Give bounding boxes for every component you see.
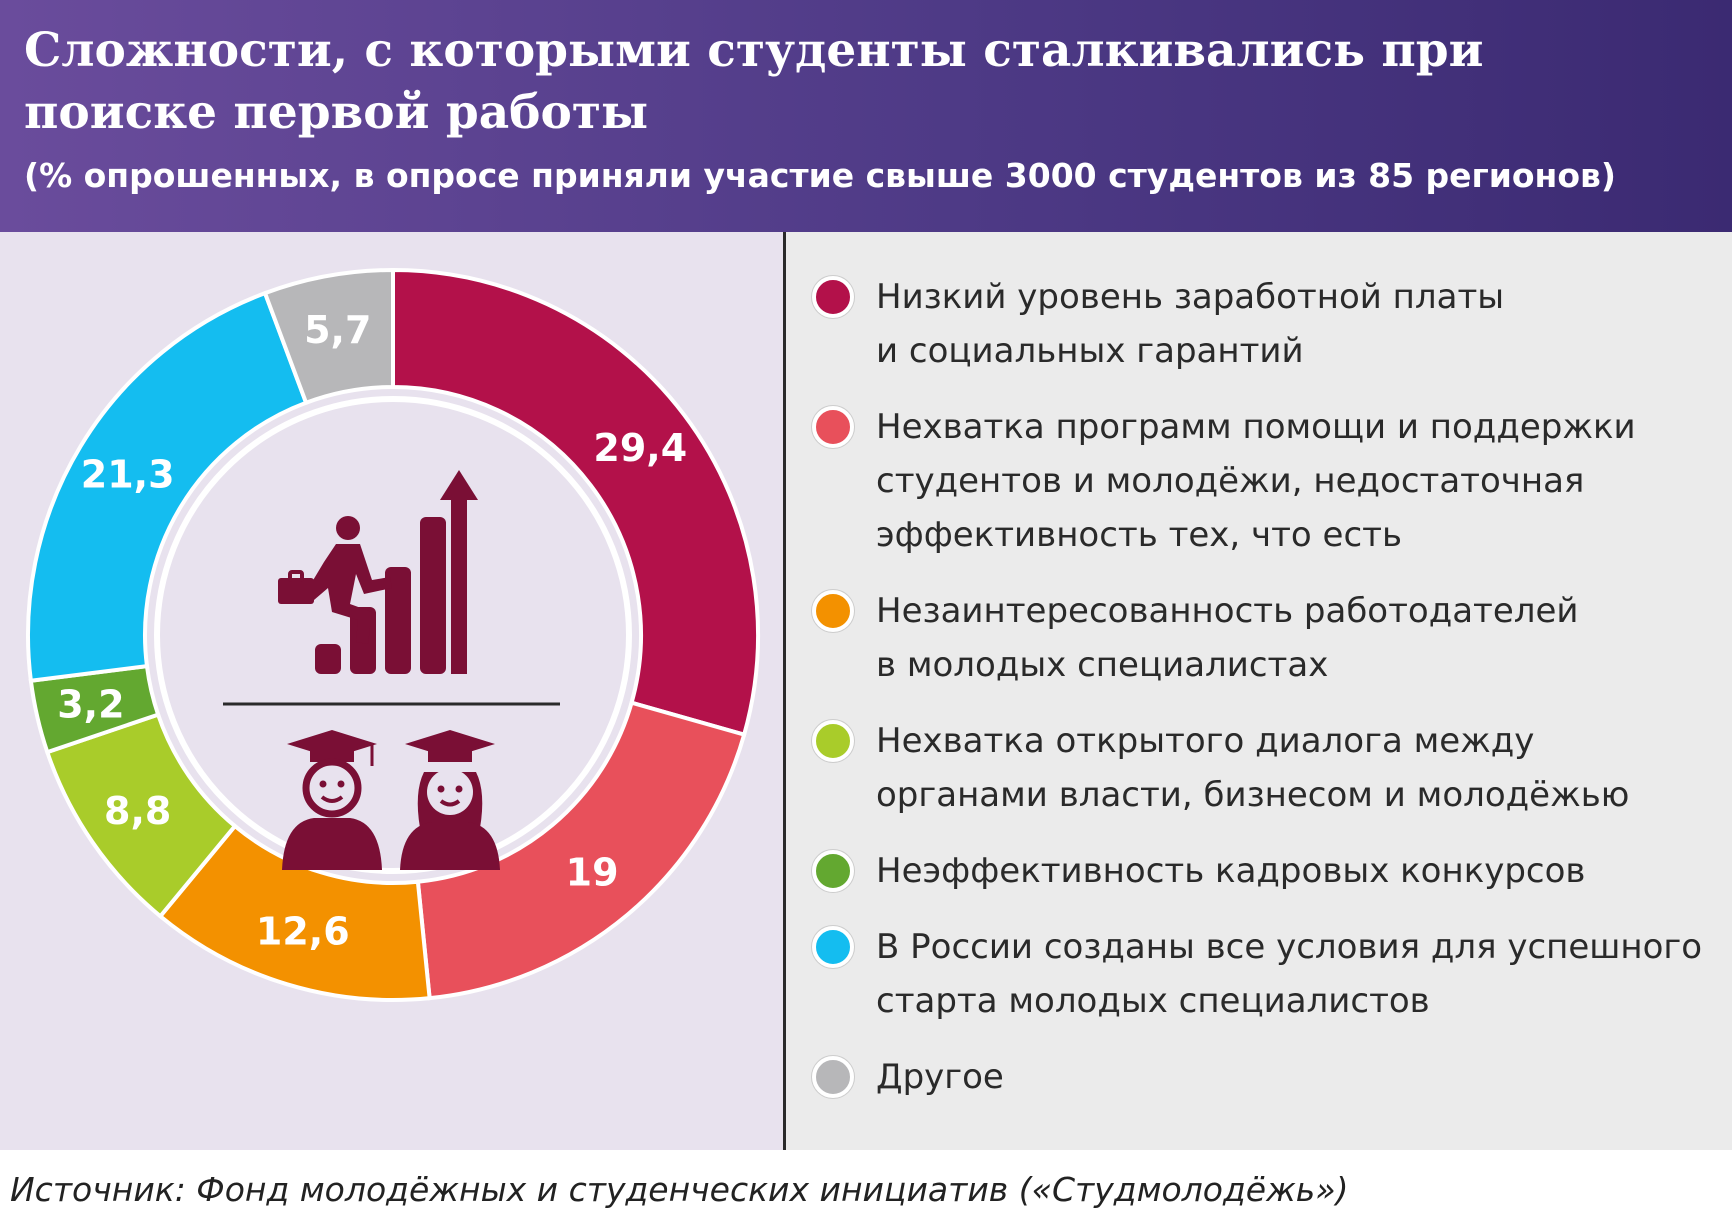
legend-item-1: Нехватка программ помощи и поддержки сту…	[812, 400, 1712, 562]
legend-swatch-4	[812, 850, 854, 892]
donut-slice-6	[262, 267, 395, 406]
slice-value-label-1: 19	[566, 851, 619, 895]
legend-swatch-2	[812, 590, 854, 632]
chart-legend: Низкий уровень заработной платы и социал…	[812, 270, 1712, 1126]
legend-swatch-1	[812, 406, 854, 448]
legend-label-1: Нехватка программ помощи и поддержки сту…	[876, 407, 1636, 555]
legend-label-4: Неэффективность кадровых конкурсов	[876, 851, 1586, 891]
legend-swatch-0	[812, 276, 854, 318]
slice-value-label-4: 3,2	[57, 683, 124, 727]
person-climbing-bar-chart-icon	[278, 470, 478, 674]
slice-value-label-5: 21,3	[81, 453, 175, 497]
chart-title: Сложности, с которыми студенты сталкивал…	[24, 23, 1484, 140]
legend-item-5: В России созданы все условия для успешно…	[812, 920, 1712, 1028]
header: Сложности, с которыми студенты сталкивал…	[0, 0, 1732, 232]
legend-panel	[786, 232, 1732, 1150]
legend-swatch-3	[812, 720, 854, 762]
legend-label-6: Другое	[876, 1057, 1004, 1097]
legend-item-0: Низкий уровень заработной платы и социал…	[812, 270, 1712, 378]
graduates-icon	[282, 730, 500, 870]
donut-value-labels: 29,4 19 12,6 8,8 3,2 21,3 5,7	[57, 308, 687, 954]
legend-label-0: Низкий уровень заработной платы и социал…	[876, 277, 1505, 371]
panel-divider	[783, 232, 786, 1150]
donut-chart: 29,4 19 12,6 8,8 3,2 21,3 5,7	[26, 267, 760, 1002]
legend-swatch-6	[812, 1056, 854, 1098]
slice-value-label-2: 12,6	[256, 910, 350, 954]
source-note: Источник: Фонд молодёжных и студенческих…	[10, 1170, 1349, 1209]
donut-slice-5	[26, 290, 309, 683]
legend-swatch-5	[812, 926, 854, 968]
legend-label-2: Незаинтересованность работодателей в мол…	[876, 591, 1579, 685]
legend-item-6: Другое	[812, 1050, 1712, 1104]
chart-subtitle: (% опрошенных, в опросе приняли участие …	[24, 156, 1616, 195]
legend-label-5: В России созданы все условия для успешно…	[876, 927, 1703, 1021]
legend-item-3: Нехватка открытого диалога между органам…	[812, 714, 1712, 822]
slice-value-label-3: 8,8	[104, 789, 171, 833]
legend-label-3: Нехватка открытого диалога между органам…	[876, 721, 1630, 815]
legend-item-4: Неэффективность кадровых конкурсов	[812, 844, 1712, 898]
donut-slice-0	[391, 267, 760, 738]
slice-value-label-0: 29,4	[593, 426, 687, 470]
slice-value-label-6: 5,7	[304, 308, 371, 352]
legend-item-2: Незаинтересованность работодателей в мол…	[812, 584, 1712, 692]
donut-slice-1	[415, 700, 747, 1001]
donut-slices	[26, 267, 760, 1002]
